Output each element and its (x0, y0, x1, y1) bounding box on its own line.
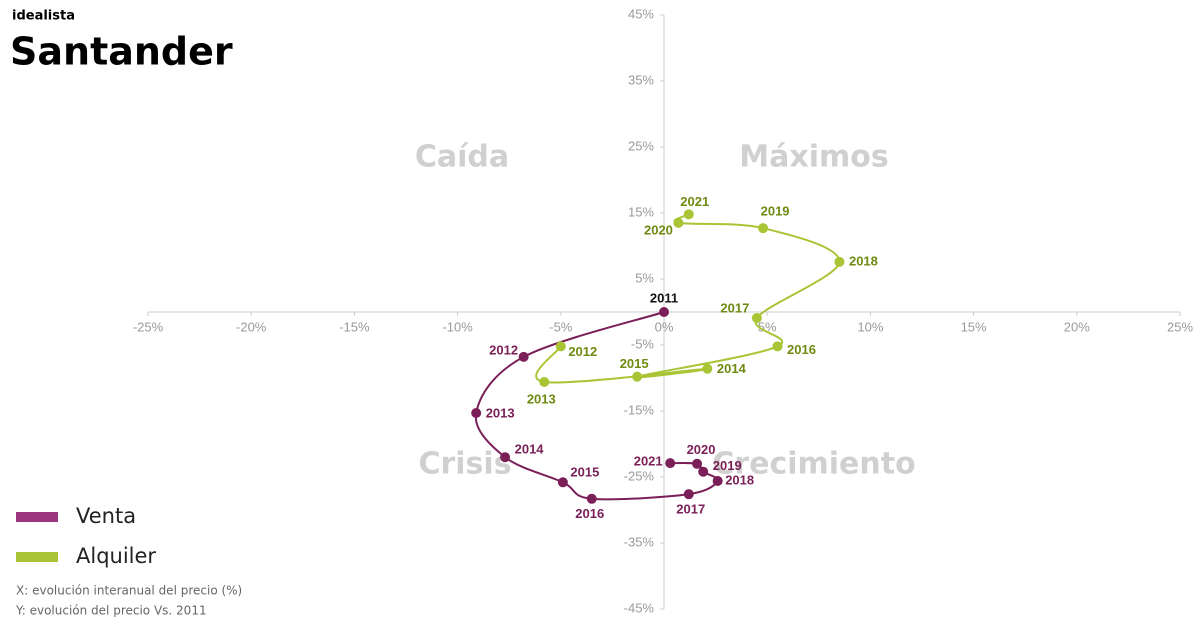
point (500, 452, 511, 463)
point-label: 2012 (568, 344, 597, 359)
point-label: 2020 (644, 222, 673, 237)
point (586, 493, 597, 504)
point-label: 2019 (761, 204, 790, 219)
y-tick-label: 45% (628, 6, 654, 21)
point (712, 475, 723, 486)
point (659, 307, 669, 317)
chart-title: Santander (10, 30, 233, 74)
point-label: 2011 (650, 290, 678, 305)
quadrant-label: Caída (415, 140, 509, 175)
point-label: 2017 (676, 502, 705, 517)
point-label: 2017 (720, 300, 749, 315)
point-label: 2013 (527, 391, 556, 406)
legend-swatch (16, 552, 58, 562)
y-tick-label: -45% (624, 600, 655, 615)
point (772, 341, 783, 352)
point (555, 341, 566, 352)
x-tick-label: 0% (655, 319, 674, 334)
y-tick-label: -15% (624, 402, 655, 417)
point (692, 458, 703, 469)
point (683, 209, 694, 220)
y-tick-label: 15% (628, 204, 654, 219)
point-label: 2014 (515, 442, 545, 457)
note: Y: evolución del precio Vs. 2011 (15, 604, 207, 618)
point (665, 458, 676, 469)
point (683, 489, 694, 500)
point (698, 466, 709, 477)
x-tick-label: 15% (961, 319, 987, 334)
y-tick-label: 5% (635, 270, 654, 285)
point-label: 2018 (849, 253, 878, 268)
y-tick-label: -5% (631, 336, 655, 351)
point (539, 376, 550, 387)
point-label: 2021 (680, 194, 709, 209)
legend-swatch (16, 512, 58, 522)
x-tick-label: -10% (442, 319, 473, 334)
point (702, 363, 713, 374)
point-label: 2015 (620, 356, 649, 371)
point-label: 2013 (486, 405, 515, 420)
point-label: 2016 (575, 506, 604, 521)
point-label: 2014 (717, 361, 747, 376)
brand: idealista (12, 9, 75, 24)
x-tick-label: -5% (549, 319, 573, 334)
point (632, 371, 643, 382)
y-tick-label: 35% (628, 72, 654, 87)
point-label: 2019 (713, 458, 742, 473)
y-tick-label: -25% (624, 468, 655, 483)
point-label: 2012 (489, 342, 518, 357)
point (758, 223, 769, 234)
quadrant-label: Crisis (418, 447, 511, 482)
quadrant-label: Máximos (739, 140, 888, 175)
point (673, 217, 684, 228)
note: X: evolución interanual del precio (%) (16, 584, 242, 598)
x-tick-label: 25% (1167, 319, 1193, 334)
x-tick-label: 10% (857, 319, 883, 334)
point (471, 407, 482, 418)
point-label: 2016 (787, 342, 816, 357)
x-tick-label: -25% (133, 319, 164, 334)
point (518, 351, 529, 362)
point-label: 2018 (725, 472, 754, 487)
point (751, 312, 762, 323)
point-label: 2020 (687, 442, 716, 457)
x-tick-label: -15% (339, 319, 370, 334)
legend-label: Alquiler (76, 544, 156, 568)
y-tick-label: 25% (628, 138, 654, 153)
quadrant-label: Crecimiento (712, 447, 915, 482)
y-tick-label: -35% (624, 534, 655, 549)
point (557, 477, 568, 488)
point (834, 256, 845, 267)
x-tick-label: 20% (1064, 319, 1090, 334)
x-tick-label: -20% (236, 319, 267, 334)
point-label: 2021 (634, 454, 663, 469)
point-label: 2015 (570, 465, 599, 480)
legend-label: Venta (76, 504, 136, 528)
